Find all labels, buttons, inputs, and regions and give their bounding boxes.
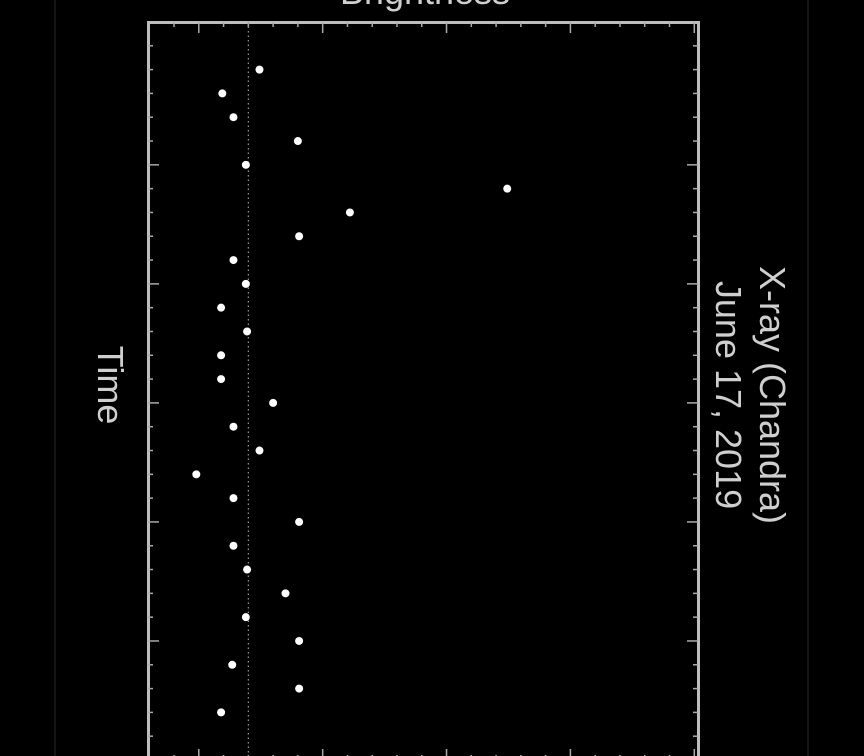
data-point xyxy=(229,422,238,431)
data-point xyxy=(243,327,252,336)
data-point xyxy=(243,565,252,574)
data-point xyxy=(229,113,238,122)
data-point xyxy=(295,684,304,693)
data-point xyxy=(293,137,302,146)
data-point xyxy=(241,160,250,169)
data-point xyxy=(229,541,238,550)
data-point xyxy=(218,89,227,98)
data-point xyxy=(503,184,512,193)
data-point xyxy=(255,446,264,455)
data-point xyxy=(228,660,237,669)
data-point xyxy=(295,636,304,645)
data-point xyxy=(241,279,250,288)
data-point xyxy=(295,517,304,526)
data-point xyxy=(229,494,238,503)
data-point xyxy=(229,256,238,265)
chart-title: X-ray (Chandra) xyxy=(752,266,793,524)
data-point xyxy=(281,589,290,598)
data-point xyxy=(241,613,250,622)
data-point xyxy=(345,208,354,217)
data-point xyxy=(255,65,264,74)
data-point xyxy=(217,303,226,312)
data-point xyxy=(217,351,226,360)
data-point xyxy=(217,708,226,717)
data-point xyxy=(192,470,201,479)
data-point xyxy=(217,375,226,384)
data-point xyxy=(269,398,278,407)
y-axis-label: Time xyxy=(90,346,131,425)
x-axis-label: Brightness xyxy=(340,0,510,12)
plot-frame xyxy=(147,21,700,756)
chart-subtitle: June 17, 2019 xyxy=(708,281,749,509)
data-point xyxy=(295,232,304,241)
